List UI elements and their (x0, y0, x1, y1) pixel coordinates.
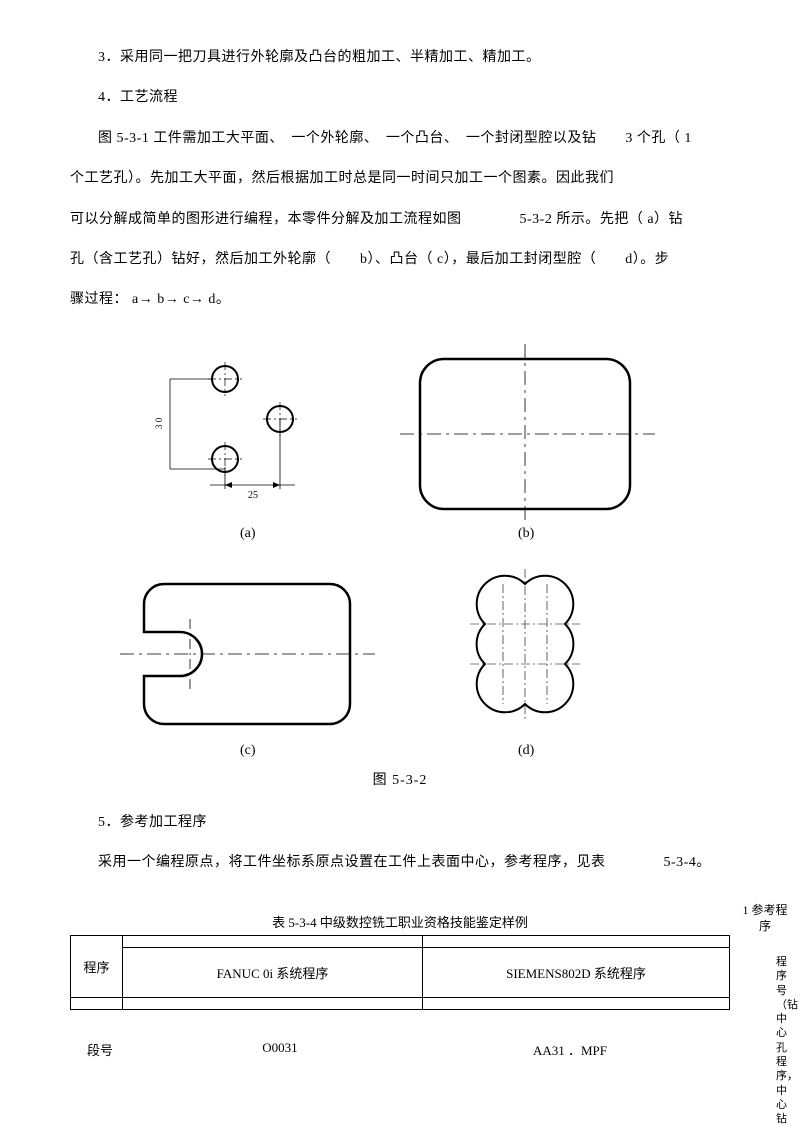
table-title: 表 5-3-4 中级数控铣工职业资格技能鉴定样例 (272, 915, 528, 930)
fig-label-a: (a) (240, 526, 256, 541)
svg-text:3 0: 3 0 (154, 417, 164, 429)
section-5-head: 5．参考加工程序 (70, 805, 730, 841)
th-fanuc: FANUC 0i 系统程序 (123, 947, 423, 997)
dim-25: 25 (248, 490, 258, 501)
table-title-wrap: 表 5-3-4 中级数控铣工职业资格技能鉴定样例 1 参考程 序 (70, 912, 730, 931)
para-4-head: 4．工艺流程 (70, 80, 730, 116)
para-body-1: 图 5-3-1 工件需加工大平面、 一个外轮廓、 一个凸台、 一个封闭型腔以及钻… (70, 121, 730, 157)
fig-label-b: (b) (518, 526, 535, 541)
bottom-c3: AA31 ．MPF (430, 1040, 710, 1059)
para-body-2: 个工艺孔）。先加工大平面，然后根据加工时总是同一时间只加工一个图素。因此我们 (70, 161, 730, 197)
bottom-c1: 段号 (70, 1040, 130, 1059)
fig-label-d: (d) (518, 743, 535, 758)
right-note-1: 1 参考程 序 (740, 902, 790, 936)
para-body-4: 孔（含工艺孔）钻好，然后加工外轮廓（ b）、凸台（ c），最后加工封闭型腔（ d… (70, 242, 730, 278)
th-program: 程序 (71, 935, 123, 997)
th-siemens: SIEMENS802D 系统程序 (423, 947, 730, 997)
section-5-body: 采用一个编程原点，将工件坐标系原点设置在工件上表面中心，参考程序，见表 5-3-… (70, 845, 730, 881)
para-3: 3．采用同一把刀具进行外轮廓及凸台的粗加工、半精加工、精加工。 (70, 40, 730, 76)
para-body-5: 骤过程： a→ b→ c→ d。 (70, 282, 730, 318)
figure-5-3-2: 25 3 0 (a) (b) (c) (70, 339, 730, 759)
program-table: 程序 FANUC 0i 系统程序 SIEMENS802D 系统程序 (70, 935, 730, 1010)
bottom-c2: O0031 (130, 1040, 430, 1059)
para-body-3: 可以分解成简单的图形进行编程，本零件分解及加工流程如图 5-3-2 所示。先把（… (70, 202, 730, 238)
figure-caption: 图 5-3-2 (70, 769, 730, 789)
bottom-row: 段号 O0031 AA31 ．MPF (70, 1040, 730, 1059)
fig-label-c: (c) (240, 743, 256, 758)
right-note-2: 程序号（钻中心孔程序，中心钻 (776, 955, 790, 1127)
